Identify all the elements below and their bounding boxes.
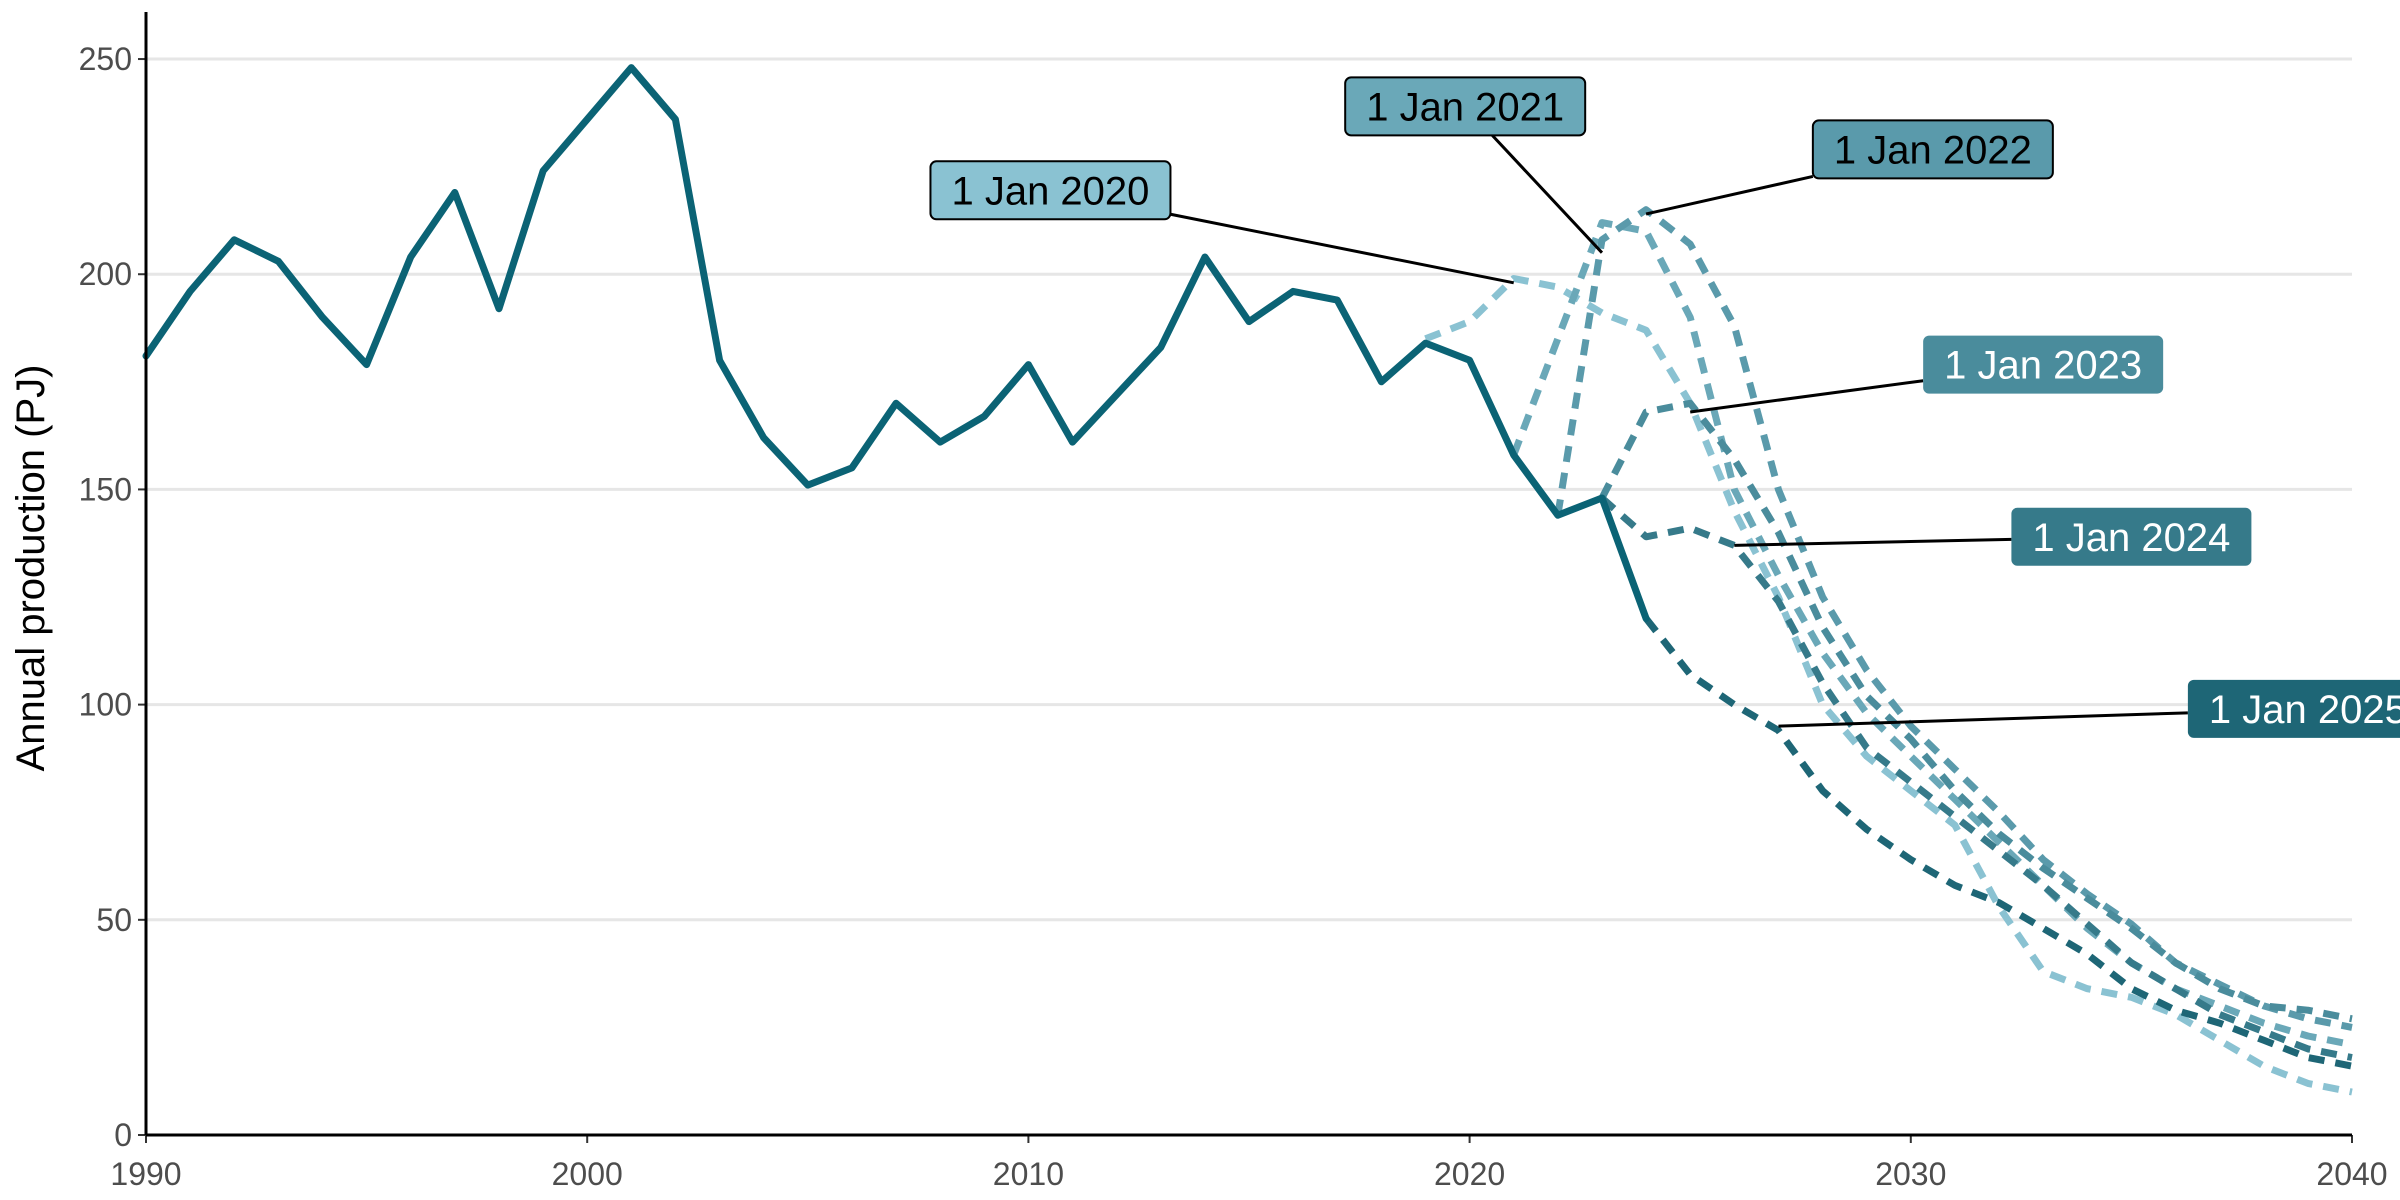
y-tick-label: 200 — [79, 256, 132, 292]
annotation-label-box — [1811, 119, 2054, 180]
series-lines — [142, 64, 2353, 1096]
forecast-series-line — [1554, 206, 2353, 1031]
annotation-label-text: 1 Jan 2020 — [951, 169, 1149, 213]
annotation-label-text: 1 Jan 2024 — [2032, 516, 2230, 560]
x-tick-label: 2040 — [2316, 1156, 2387, 1192]
y-tick-label: 250 — [79, 41, 132, 77]
y-tick-label: 100 — [79, 687, 132, 723]
y-tick-label: 50 — [96, 902, 132, 938]
forecast-annotation: 1 Jan 2021 — [1344, 76, 1604, 254]
annotation-label-text: 1 Jan 2021 — [1366, 85, 1564, 129]
axes: 0 50 100 150 200 250 1990 2000 2010 2020 2030 2040 — [79, 12, 2388, 1192]
annotation-leader-line — [1170, 212, 1515, 285]
annotation-leader-line — [1778, 711, 2188, 728]
forecast-annotation: 1 Jan 2024 — [1734, 507, 2252, 566]
actual-series-line — [142, 64, 1650, 622]
annotation-leader-line — [1491, 134, 1604, 254]
y-axis-title: Annual production (PJ) — [9, 365, 53, 772]
forecast-annotation: 1 Jan 2020 — [929, 160, 1515, 285]
annotation-leader-line — [1734, 537, 2012, 547]
annotation-label-box — [929, 160, 1172, 221]
annotation-leader-line — [1645, 174, 1814, 216]
annotation-leader-line — [1690, 379, 1924, 414]
annotation-label-text: 1 Jan 2025 — [2209, 688, 2400, 732]
forecast-annotation: 1 Jan 2025 — [1778, 679, 2400, 738]
forecast-series-line — [1643, 616, 2353, 1070]
annotation-label-text: 1 Jan 2022 — [1834, 128, 2032, 172]
forecast-series-line — [1424, 275, 2353, 1096]
x-tick-label: 2030 — [1875, 1156, 1946, 1192]
annotation-label-text: 1 Jan 2023 — [1944, 344, 2142, 388]
y-tick-label: 150 — [79, 471, 132, 507]
annotation-label-box — [2011, 507, 2252, 566]
x-tick-label: 1990 — [110, 1156, 181, 1192]
annotation-label-box — [2187, 679, 2400, 738]
forecast-series-line — [1598, 399, 2353, 1023]
forecast-series-line — [1599, 495, 2353, 1061]
annotation-label-box — [1923, 335, 2164, 394]
forecast-annotation: 1 Jan 2022 — [1645, 119, 2054, 216]
x-tick-label: 2000 — [552, 1156, 623, 1192]
forecast-series-line — [1510, 219, 2353, 1049]
x-tick-label: 2010 — [993, 1156, 1064, 1192]
gridlines — [146, 57, 2352, 922]
y-tick-label: 0 — [114, 1117, 132, 1153]
annotation-label-box — [1344, 76, 1587, 137]
annotations: 1 Jan 2020 1 Jan 2021 1 Jan 2022 1 Jan 2023… — [929, 76, 2400, 738]
forecast-annotation: 1 Jan 2023 — [1690, 335, 2164, 414]
x-tick-label: 2020 — [1434, 1156, 1505, 1192]
